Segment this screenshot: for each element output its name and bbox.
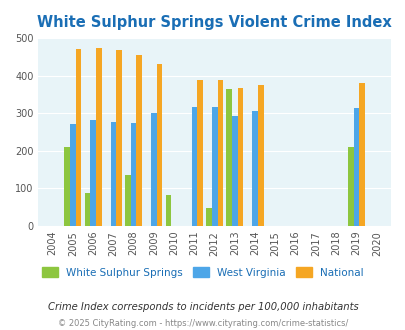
Bar (232, 116, 237, 226)
Bar (96, 48, 101, 226)
Bar (130, 123, 136, 226)
Bar (211, 107, 217, 226)
Bar (136, 55, 142, 226)
Bar (353, 108, 358, 226)
Text: Crime Index corresponds to incidents per 100,000 inhabitants: Crime Index corresponds to incidents per… (47, 302, 358, 312)
Bar (191, 107, 197, 226)
Bar (217, 80, 223, 226)
Bar (258, 85, 263, 226)
Bar (110, 121, 116, 226)
Bar (151, 113, 156, 226)
Bar (156, 64, 162, 226)
Bar (358, 83, 364, 226)
Text: © 2025 CityRating.com - https://www.cityrating.com/crime-statistics/: © 2025 CityRating.com - https://www.city… (58, 319, 347, 328)
Bar (252, 112, 258, 226)
Legend: White Sulphur Springs, West Virginia, National: White Sulphur Springs, West Virginia, Na… (38, 263, 367, 282)
Bar (347, 147, 353, 226)
Bar (125, 175, 130, 226)
Bar (206, 208, 211, 226)
Bar (165, 195, 171, 226)
Bar (75, 50, 81, 226)
Bar (197, 80, 202, 226)
Bar (237, 88, 243, 226)
Bar (84, 193, 90, 226)
Bar (70, 124, 75, 226)
Bar (64, 147, 70, 226)
Bar (226, 89, 232, 226)
Bar (116, 50, 121, 226)
Bar (90, 120, 96, 226)
Title: White Sulphur Springs Violent Crime Index: White Sulphur Springs Violent Crime Inde… (37, 15, 391, 30)
